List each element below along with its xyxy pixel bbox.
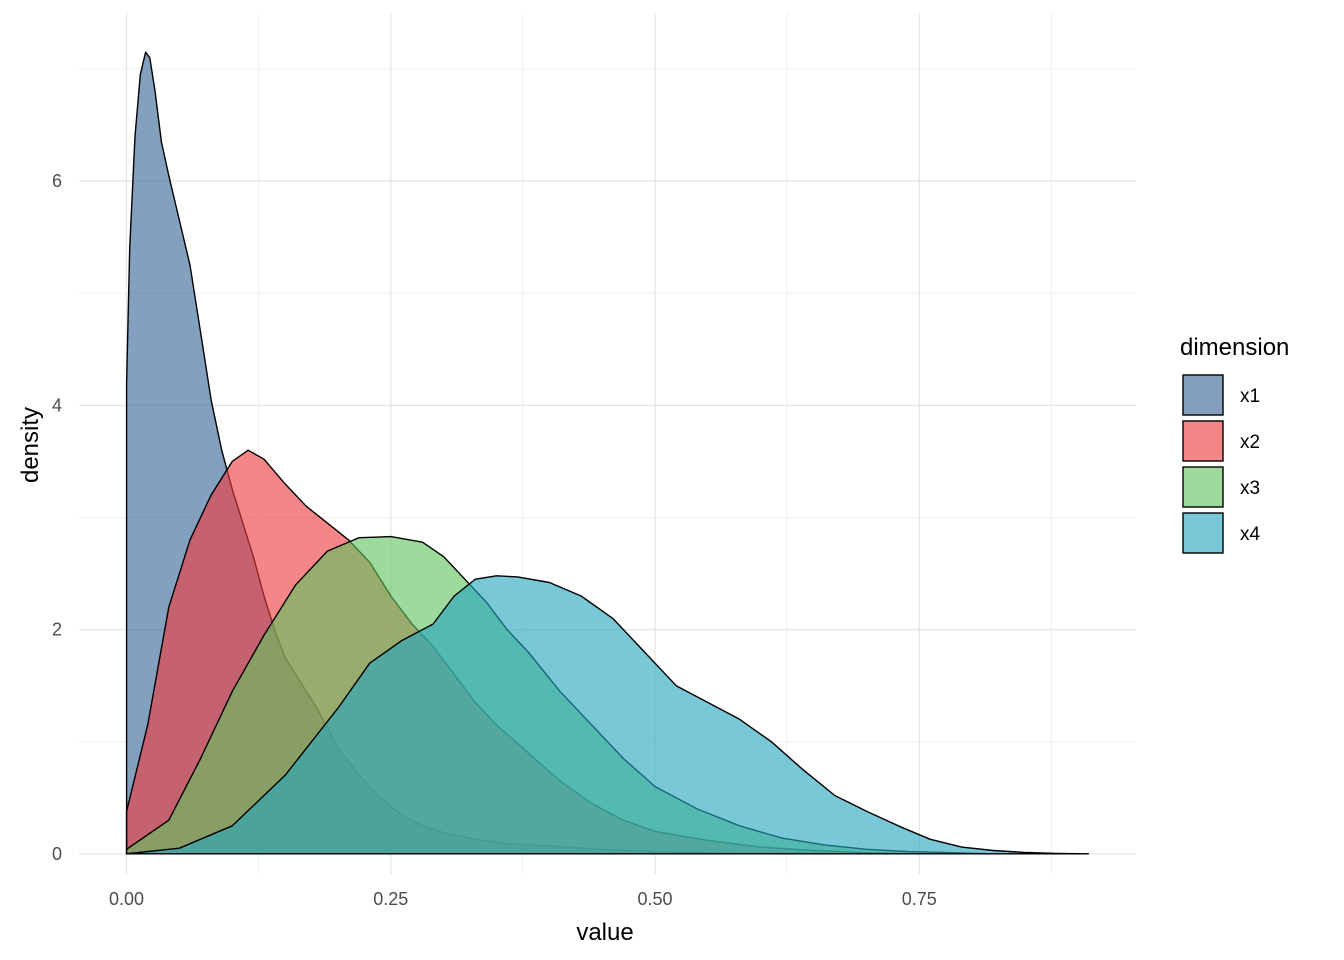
y-axis-title: density — [17, 407, 44, 483]
minor-gridlines — [79, 13, 1136, 874]
x-axis-title: value — [576, 919, 633, 946]
x-tick-label: 0.00 — [109, 889, 144, 909]
legend-title: dimension — [1180, 334, 1289, 361]
x-axis-tick-labels: 0.00 0.25 0.50 0.75 — [109, 889, 937, 909]
x-tick-label: 0.25 — [373, 889, 408, 909]
y-tick-label: 2 — [52, 620, 62, 640]
legend-label-x2: x2 — [1240, 432, 1260, 453]
y-tick-label: 6 — [52, 171, 62, 191]
y-axis-tick-labels: 0 2 4 6 — [52, 171, 62, 864]
legend-label-x1: x1 — [1240, 386, 1260, 407]
density-areas — [125, 51, 1090, 855]
density-area-x4 — [125, 575, 1090, 855]
x-tick-label: 0.75 — [902, 889, 937, 909]
legend-key-x2 — [1182, 420, 1224, 462]
legend-key-x1 — [1182, 374, 1224, 416]
y-tick-label: 0 — [52, 844, 62, 864]
legend-label-x4: x4 — [1240, 524, 1261, 545]
legend-key-x3 — [1182, 466, 1224, 508]
legend-items: x1 x2 x3 x4 — [1182, 374, 1261, 554]
x-tick-label: 0.50 — [638, 889, 673, 909]
legend: dimension x1 x2 x3 x4 — [1180, 334, 1289, 554]
legend-key-x4 — [1182, 512, 1224, 554]
y-tick-label: 4 — [52, 395, 62, 415]
legend-label-x3: x3 — [1240, 478, 1260, 499]
